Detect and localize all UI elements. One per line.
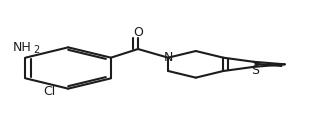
Text: O: O (133, 26, 143, 39)
Text: S: S (251, 64, 259, 77)
Text: NH: NH (13, 41, 32, 54)
Text: Cl: Cl (43, 86, 55, 98)
Text: 2: 2 (33, 45, 40, 55)
Text: N: N (164, 50, 174, 64)
